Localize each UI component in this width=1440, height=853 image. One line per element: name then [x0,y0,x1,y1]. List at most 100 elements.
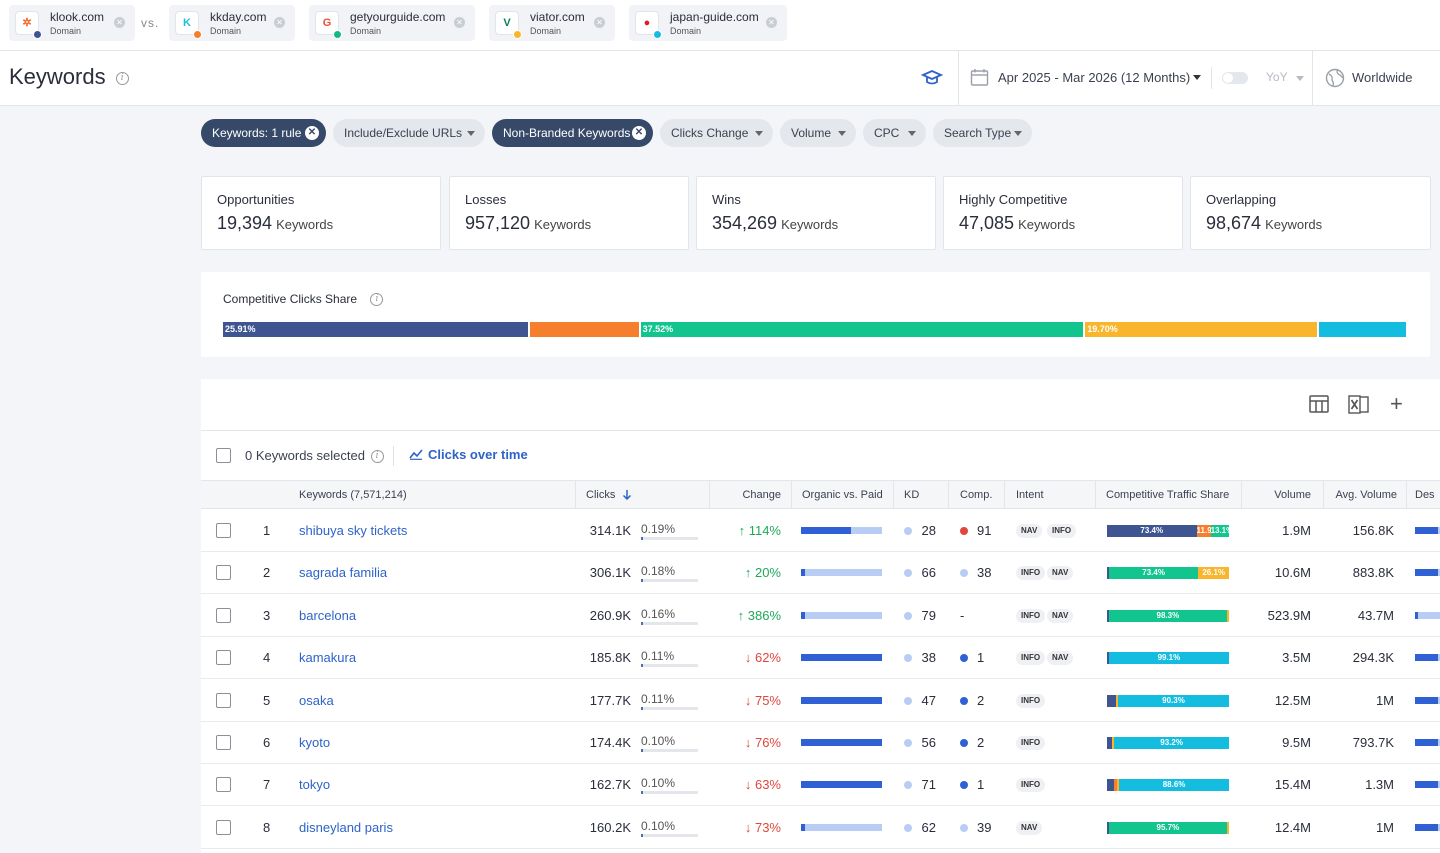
row-checkbox[interactable] [216,692,231,708]
domain-color-dot [333,30,342,39]
table-row[interactable]: 3 barcelona 260.9K 0.16% ↑ 386% 79 - INFO NAV 98.… [201,595,1440,637]
summary-card[interactable]: Overlapping 98,674 Keywords [1190,176,1431,250]
chevron-down-icon[interactable] [1296,76,1304,81]
row-checkbox[interactable] [216,735,231,750]
summary-card[interactable]: Losses 957,120 Keywords [449,176,689,250]
summary-card[interactable]: Wins 354,269 Keywords [696,176,936,250]
change-value: ↓ 76% [721,722,781,764]
volume-value: 12.4M [1274,819,1311,835]
remove-competitor-icon[interactable]: ✕ [274,17,285,28]
info-icon[interactable]: i [370,450,384,464]
columns-icon[interactable] [1309,395,1329,416]
date-range-select[interactable]: Apr 2025 - Mar 2026 (12 Months) [998,70,1191,85]
table-row[interactable]: 7 tokyo 162.7K 0.10% ↓ 63% 71 1 INFO 88.6% 15.4M 1… [201,764,1440,807]
clear-filter-icon[interactable]: ✕ [305,126,319,140]
keyword-link[interactable]: disneyland paris [299,819,393,835]
summary-card[interactable]: Highly Competitive 47,085 Keywords [943,176,1183,250]
info-icon[interactable]: i [370,293,384,307]
keyword-link[interactable]: barcelona [299,607,357,623]
row-checkbox[interactable] [216,607,231,623]
col-avg-volume[interactable]: Avg. Volume [1335,489,1397,501]
keyword-link[interactable]: osaka [299,692,334,708]
summary-card-value: 47,085 Keywords [959,213,1075,234]
table-row[interactable]: 2 sagrada familia 306.1K 0.18% ↑ 20% 66 38 INFO… [201,552,1440,595]
info-icon[interactable]: i [115,71,129,85]
filter-pill[interactable]: Keywords: 1 rule ✕ [201,119,326,147]
academy-icon[interactable] [920,68,944,91]
keyword-link[interactable]: kamakura [299,650,357,666]
filter-pill[interactable]: Volume [780,119,856,147]
select-all-checkbox[interactable] [216,448,231,463]
organic-vs-paid-bar [801,611,882,619]
clicks-share-segment [1318,322,1406,337]
table-row[interactable]: 4 kamakura 185.8K 0.11% ↓ 62% 38 1 INFO NAV 99.1%… [201,637,1440,680]
table-row[interactable]: 8 disneyland paris 160.2K 0.10% ↓ 73% 62 39 NAV… [201,807,1440,849]
clicks-over-time-button[interactable]: Clicks over time [409,447,528,462]
col-kd[interactable]: KD [904,489,920,501]
add-icon[interactable]: + [1390,391,1403,416]
keyword-link[interactable]: kyoto [299,735,331,750]
description-bar [1415,654,1440,662]
keyword-link[interactable]: sagrada familia [299,565,388,581]
change-number: 75% [754,692,781,708]
col-organic-vs-paid[interactable]: Organic vs. Paid [802,489,883,501]
table-row[interactable]: 5 osaka 177.7K 0.11% ↓ 75% 47 2 INFO 90.3% 12.5M 1… [201,680,1440,722]
col-comp[interactable]: Comp. [960,489,993,501]
filter-pill[interactable]: Clicks Change [660,119,773,147]
summary-card-number: 957,120 [465,213,531,233]
clicks-share-pct: 0.11% [641,691,675,706]
table-row[interactable]: 6 kyoto 174.4K 0.10% ↓ 76% 56 2 INFO 93.2% 9.5M 79… [201,722,1440,764]
competitor-chip[interactable]: ● japan-guide.com Domain ✕ [629,5,787,41]
col-description[interactable]: Des [1415,489,1435,501]
traffic-share-segment: 95.7% [1108,821,1227,834]
filter-pill[interactable]: Search Type [933,119,1032,147]
competitor-chip[interactable]: ✲ klook.com Domain ✕ [9,5,135,41]
row-checkbox[interactable] [216,819,231,835]
chevron-down-icon[interactable] [1193,75,1201,80]
globe-icon[interactable] [1325,68,1345,91]
remove-competitor-icon[interactable]: ✕ [594,17,605,28]
summary-card[interactable]: Opportunities 19,394 Keywords [201,176,441,250]
avg-volume-value: 1M [1375,819,1394,835]
yoy-select[interactable]: YoY [1266,70,1288,84]
filter-pill[interactable]: Non-Branded Keywords ✕ [492,119,653,147]
remove-competitor-icon[interactable]: ✕ [766,17,777,28]
col-keywords[interactable]: Keywords (7,571,214) [299,489,407,501]
clicks-share-bar [641,664,698,668]
volume-value: 3.5M [1282,650,1311,666]
col-clicks-label: Clicks [586,489,616,501]
keyword-link[interactable]: shibuya sky tickets [299,523,408,538]
keyword-link[interactable]: tokyo [299,777,331,793]
col-change[interactable]: Change [742,489,781,501]
table-row[interactable]: 1 shibuya sky tickets 314.1K 0.19% ↑ 114% 28 9… [201,510,1440,552]
intent-badge: NAV [1047,608,1074,623]
row-checkbox[interactable] [216,523,231,538]
remove-competitor-icon[interactable]: ✕ [114,17,125,28]
volume-value: 12.5M [1274,692,1311,708]
filter-pill[interactable]: CPC [863,119,926,147]
yoy-toggle[interactable] [1222,72,1248,84]
traffic-share-segment: 93.2% [1114,737,1229,749]
summary-card-title: Overlapping [1206,192,1277,207]
summary-card-value: 957,120 Keywords [465,213,591,234]
domain-color-dot [513,30,522,39]
description-fill [1415,654,1438,662]
calendar-icon[interactable] [970,68,989,90]
row-checkbox[interactable] [216,565,231,581]
excel-export-icon[interactable] [1348,395,1369,417]
row-checkbox[interactable] [216,650,231,666]
clear-filter-icon[interactable]: ✕ [632,126,646,140]
row-checkbox[interactable] [216,777,231,793]
region-select[interactable]: Worldwide [1352,70,1413,85]
col-traffic-share[interactable]: Competitive Traffic Share [1106,489,1230,501]
col-clicks[interactable]: Clicks [586,481,632,509]
col-intent[interactable]: Intent [1016,489,1044,501]
col-divider [1323,481,1324,509]
filter-pill[interactable]: Include/Exclude URLs [333,119,485,147]
keywords-selected-label: 0 Keywords selected i [245,448,384,464]
remove-competitor-icon[interactable]: ✕ [454,17,465,28]
col-volume[interactable]: Volume [1274,489,1311,501]
